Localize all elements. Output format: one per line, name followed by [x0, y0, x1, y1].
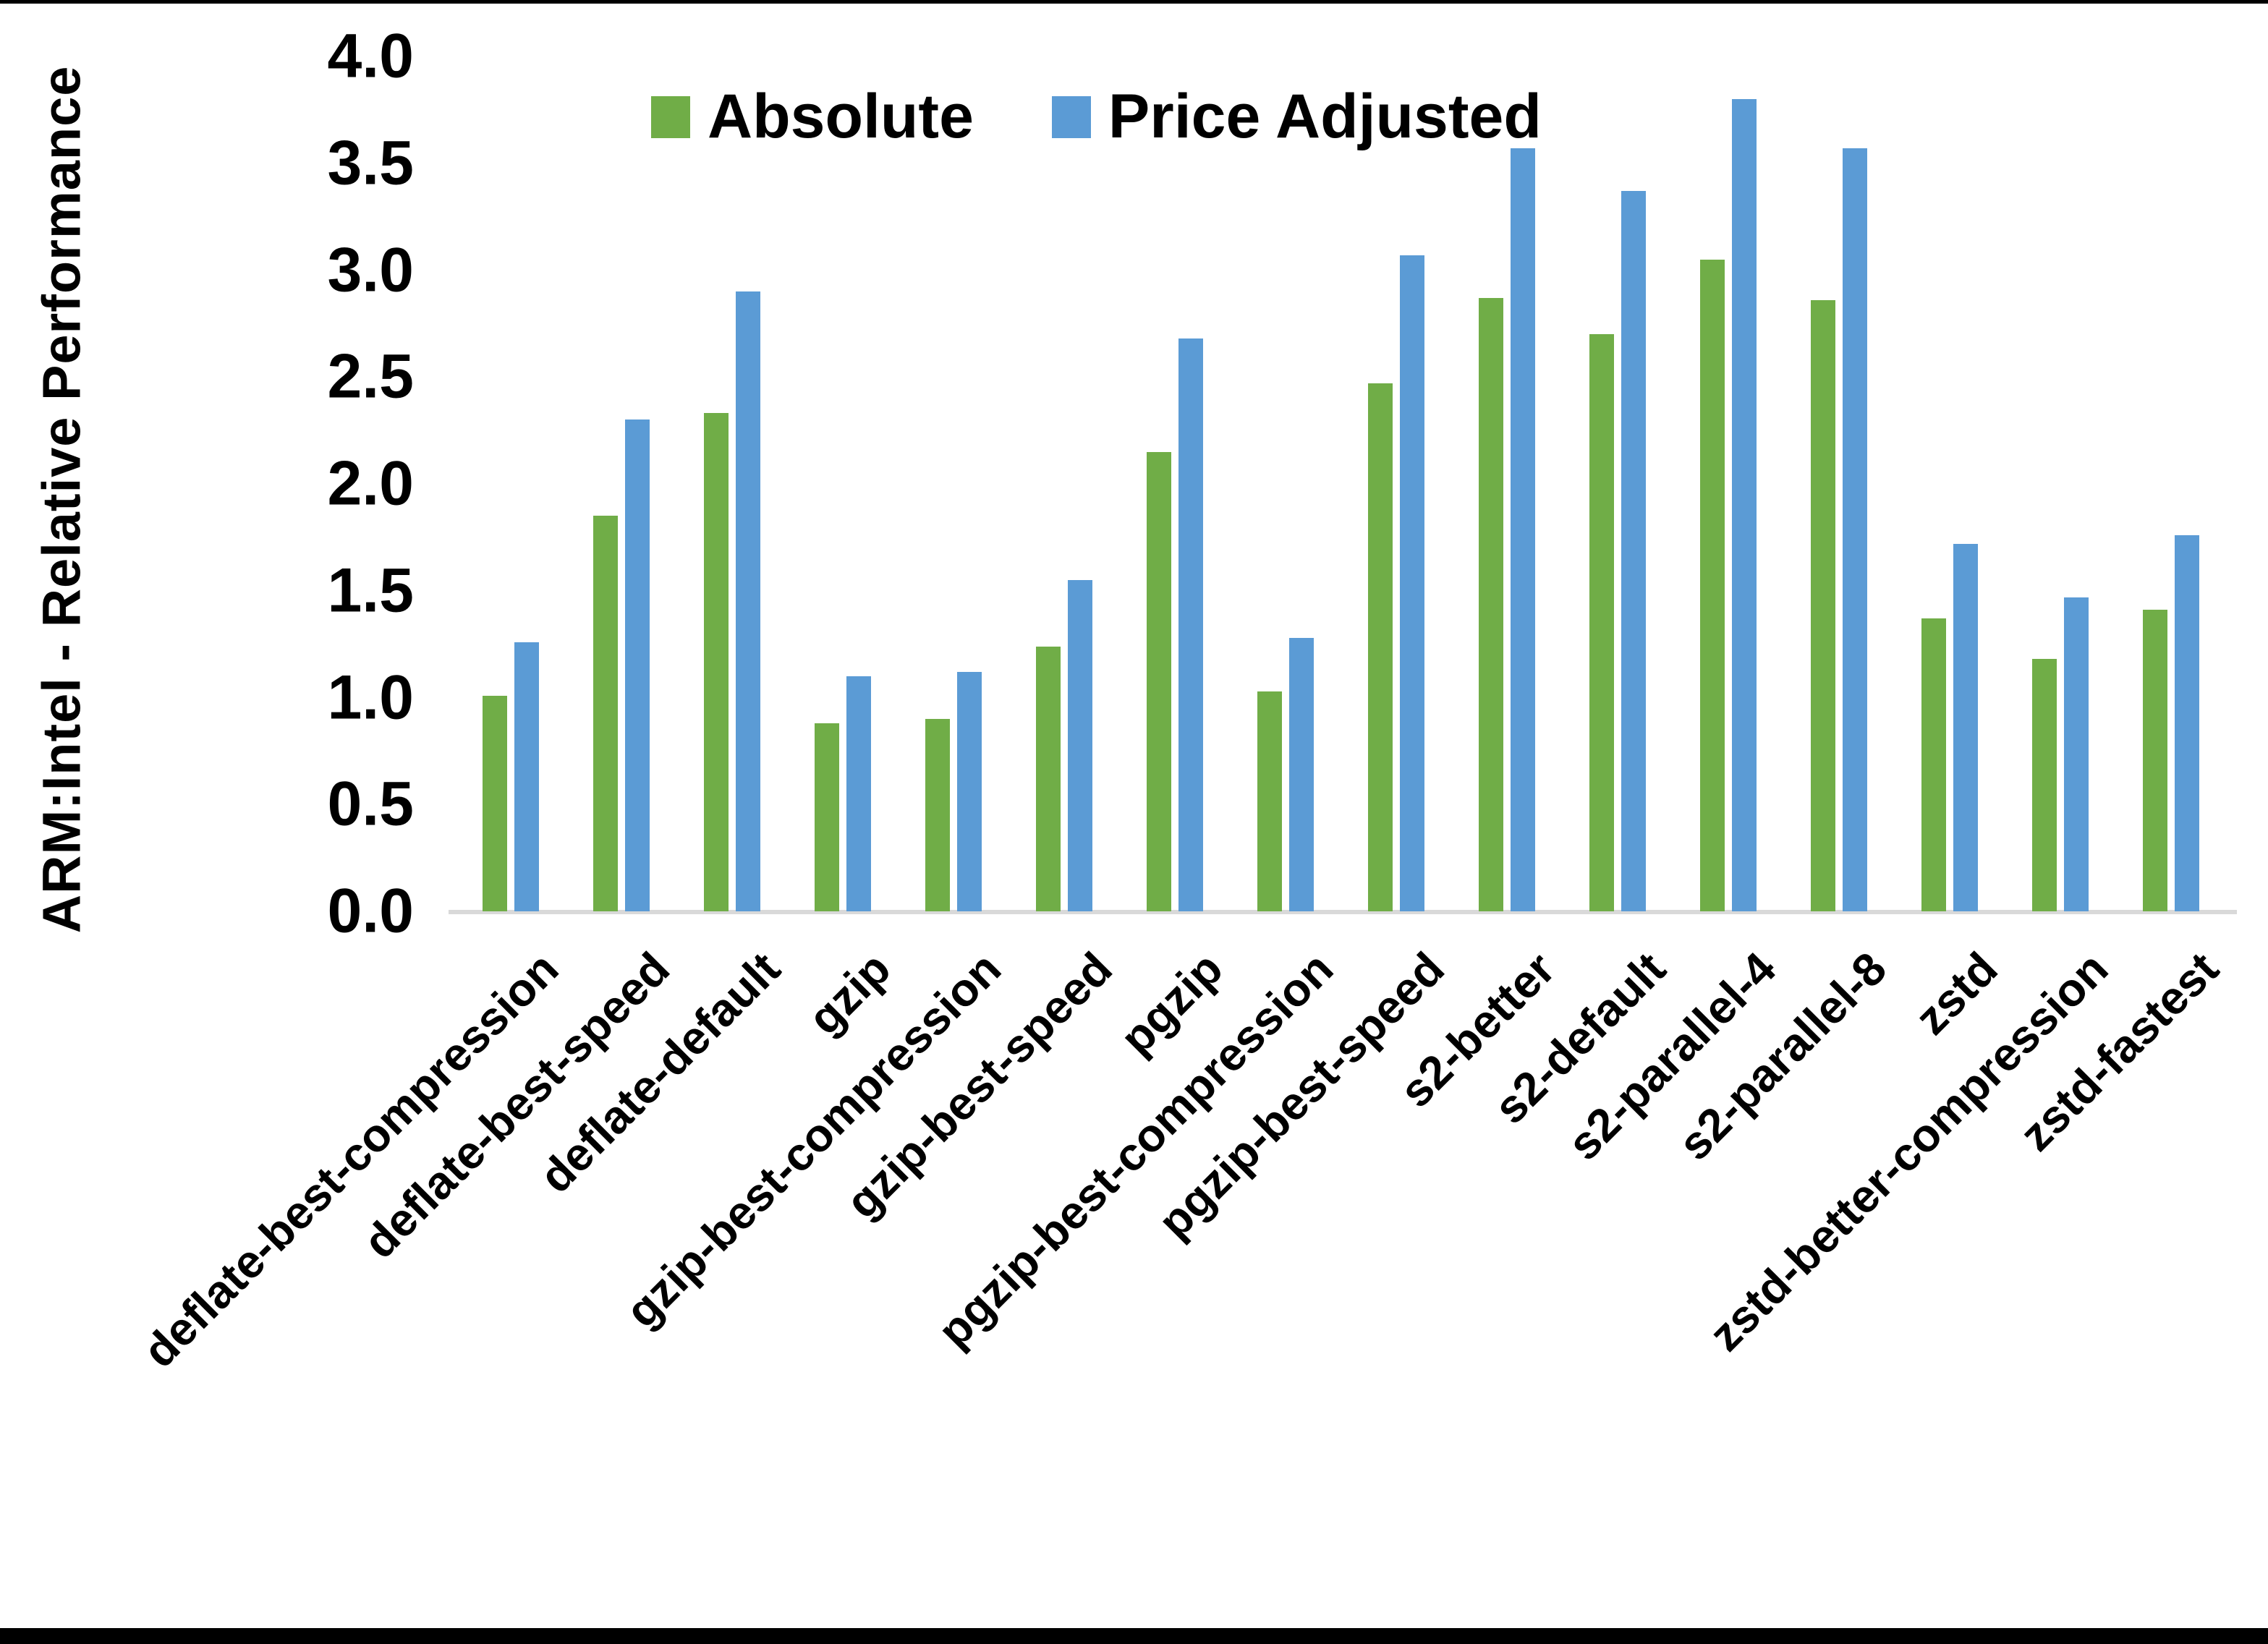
bar-absolute-pgzip — [1147, 451, 1171, 911]
bar-absolute-s2-better — [1479, 297, 1503, 911]
bar-absolute-pgzip-best-compression — [1257, 691, 1282, 911]
bar-absolute-zstd-better-compression — [2032, 659, 2057, 911]
bar-absolute-gzip-best-speed — [1036, 646, 1061, 911]
bar-price-adjusted-s2-parallel-4 — [1732, 99, 1757, 911]
bar-price-adjusted-s2-parallel-8 — [1843, 148, 1867, 911]
legend-label-price-adjusted: Price Adjusted — [1108, 82, 1542, 151]
bar-absolute-deflate-default — [704, 413, 729, 911]
legend-label-absolute: Absolute — [708, 82, 974, 151]
bottom-border — [0, 1628, 2268, 1644]
bar-absolute-s2-parallel-4 — [1700, 259, 1725, 911]
bar-absolute-deflate-best-speed — [593, 516, 618, 911]
y-tick-label-2.0: 2.0 — [327, 448, 414, 519]
bar-price-adjusted-s2-better — [1511, 148, 1535, 911]
y-tick-label-0.5: 0.5 — [327, 769, 414, 839]
bar-price-adjusted-pgzip-best-speed — [1400, 255, 1424, 911]
bar-price-adjusted-zstd — [1953, 543, 1978, 911]
y-tick-label-4.0: 4.0 — [327, 21, 414, 91]
bar-absolute-pgzip-best-speed — [1368, 383, 1393, 911]
bar-price-adjusted-deflate-best-compression — [514, 642, 539, 911]
y-tick-label-3.0: 3.0 — [327, 235, 414, 304]
bar-absolute-deflate-best-compression — [483, 695, 507, 911]
y-tick-label-0.0: 0.0 — [327, 876, 414, 946]
x-axis-line — [449, 910, 2237, 914]
bar-absolute-s2-default — [1589, 334, 1614, 911]
bar-absolute-s2-parallel-8 — [1811, 299, 1835, 911]
bar-price-adjusted-zstd-fastest — [2175, 534, 2199, 911]
legend: Absolute Price Adjusted — [651, 81, 1542, 153]
bar-price-adjusted-gzip-best-compression — [957, 672, 982, 911]
bar-absolute-gzip — [815, 723, 839, 911]
legend-item-price-adjusted: Price Adjusted — [1051, 81, 1542, 153]
y-tick-label-1.0: 1.0 — [327, 663, 414, 732]
bar-absolute-gzip-best-compression — [925, 719, 950, 911]
x-category-label-deflate-best-compression: deflate-best-compression — [132, 942, 569, 1378]
legend-item-absolute: Absolute — [651, 81, 974, 153]
bar-price-adjusted-gzip — [846, 676, 871, 911]
bar-price-adjusted-deflate-default — [736, 291, 760, 911]
top-border — [0, 0, 2268, 4]
bar-price-adjusted-s2-default — [1621, 191, 1646, 911]
y-tick-label-2.5: 2.5 — [327, 341, 414, 412]
bar-absolute-zstd-fastest — [2143, 610, 2167, 911]
bar-absolute-zstd — [1921, 618, 1946, 911]
bar-price-adjusted-gzip-best-speed — [1068, 579, 1092, 911]
absolute-swatch-icon — [651, 95, 690, 138]
bar-price-adjusted-zstd-better-compression — [2064, 597, 2089, 911]
bar-price-adjusted-pgzip — [1178, 338, 1203, 911]
y-tick-label-1.5: 1.5 — [327, 555, 414, 626]
price-adjusted-swatch-icon — [1051, 95, 1091, 138]
bar-price-adjusted-pgzip-best-compression — [1289, 637, 1314, 911]
bar-price-adjusted-deflate-best-speed — [625, 419, 650, 911]
y-tick-label-3.5: 3.5 — [327, 128, 414, 198]
